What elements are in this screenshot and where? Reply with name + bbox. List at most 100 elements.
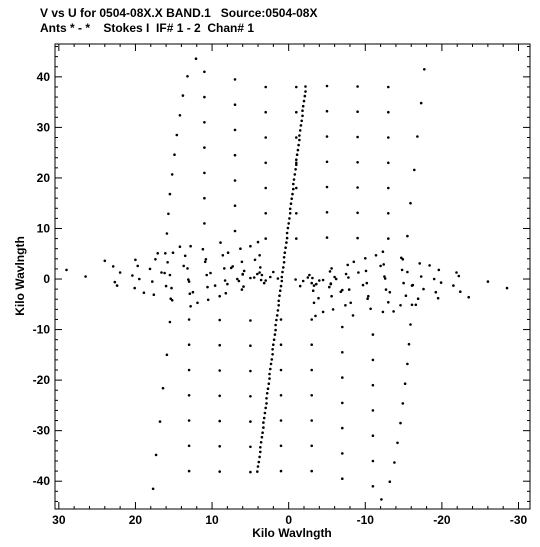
uv-point [173,153,176,156]
uv-point [265,402,268,405]
uv-point [233,179,237,182]
uv-point [131,274,134,277]
uv-point [428,264,431,267]
uv-point [295,85,298,89]
uv-point [271,348,274,351]
uv-point [381,250,385,253]
y-tick-label: 0 [43,272,50,286]
uv-point [218,445,221,448]
uv-point [194,57,198,60]
uv-point [258,254,261,257]
uv-point [403,382,407,386]
uv-point [279,318,283,321]
uv-point [249,276,252,280]
uv-point [291,192,294,196]
uv-point [269,275,272,279]
uv-point [152,293,156,297]
uv-point [295,136,298,139]
uv-point [356,110,359,113]
uv-point [325,160,329,164]
uv-point [183,254,187,258]
uv-point [280,275,284,279]
uv-point [333,275,336,279]
uv-point [298,129,302,132]
uv-point [175,133,179,137]
uv-point [419,275,423,278]
uv-point [233,78,237,81]
uv-point [203,95,206,99]
uv-point [266,387,270,391]
uv-point [310,318,314,321]
uv-point [233,204,237,207]
uv-point [264,85,268,89]
uv-point [161,386,165,390]
uv-point [249,470,252,474]
uv-point [242,285,245,288]
uv-point [330,294,333,298]
uv-point [203,70,206,74]
uv-point [182,264,185,268]
uv-point [288,207,292,211]
uv-point [310,419,314,422]
uv-point [229,266,233,270]
uv-point [410,303,414,307]
uv-point [356,161,359,164]
uv-point [341,477,344,481]
uv-point [400,268,404,272]
uv-point [203,260,207,264]
uv-point [374,254,378,257]
uv-point [163,271,166,275]
uv-point [352,260,356,264]
uv-point [267,382,271,386]
axis-ticks: 30 20 10 0 -10 -20 -30 40 30 20 10 0 -10 -20 -30 -40 [33,44,530,527]
uv-point [328,270,332,273]
uv-point [279,469,283,473]
uv-point [341,401,344,405]
uv-point [331,308,335,311]
uv-point [361,283,365,287]
uv-point [187,394,191,397]
uv-point [295,110,298,114]
uv-point [347,276,350,279]
uv-point [151,280,154,283]
uv-point [288,212,292,215]
uv-point [318,279,321,282]
uv-point [164,252,167,255]
uv-point [259,450,262,454]
uv-point [299,124,303,127]
uv-point [349,301,353,305]
uv-point [356,236,359,240]
uv-point [170,286,173,290]
uv-point [272,338,276,342]
uv-point [357,271,360,274]
uv-point [142,291,146,295]
uv-point [396,441,399,445]
uv-point [452,284,455,287]
uv-point [255,470,259,473]
uv-point [273,333,277,336]
uv-point [387,161,390,165]
uv-point [286,226,290,230]
uv-point [249,319,252,322]
uv-point [325,84,329,88]
uv-point [399,421,402,425]
uv-point [240,260,244,264]
uv-point [311,276,314,280]
uv-point [206,298,210,302]
uv-point [298,284,302,288]
uv-point [134,258,137,262]
uv-point [287,222,291,225]
plot-frame [54,43,531,510]
uv-point [138,277,141,281]
uv-point [300,119,304,123]
uv-point [277,304,281,307]
uv-point [189,244,192,248]
uv-point [416,135,419,138]
uv-point [269,362,273,366]
uv-point [356,186,359,189]
uv-point [187,318,191,321]
uv-point [262,421,265,424]
uv-point [259,278,263,282]
uv-point [401,258,405,261]
x-tick-label: -10 [357,513,375,527]
